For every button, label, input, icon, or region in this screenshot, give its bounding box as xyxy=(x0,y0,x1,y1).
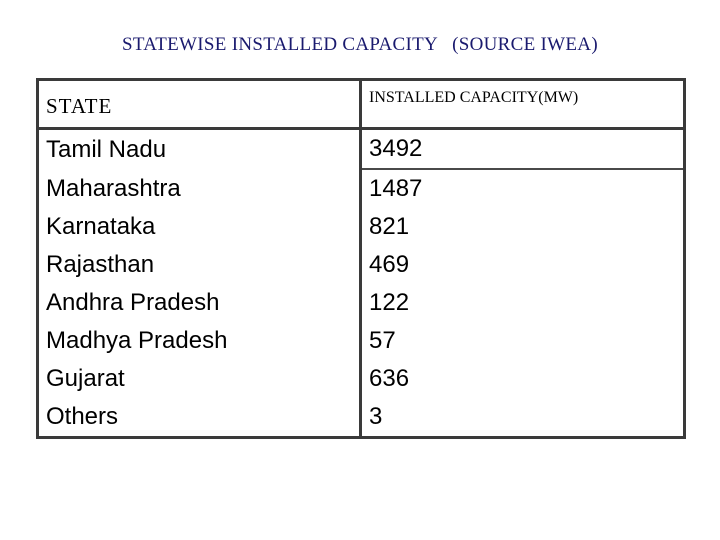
title-main: STATEWISE INSTALLED CAPACITY xyxy=(122,34,439,55)
table-row: Maharashtra 1487 xyxy=(37,168,685,208)
cell-state: Karnataka xyxy=(37,208,362,246)
page-title: STATEWISE INSTALLED CAPACITY (SOURCE IWEA… xyxy=(0,34,720,56)
table-body: Tamil Nadu 3492 Maharashtra 1487 Karnataka 82… xyxy=(37,128,685,438)
cell-state: Gujarat xyxy=(37,360,362,398)
cell-state: Rajasthan xyxy=(37,246,362,284)
cell-capacity: 57 xyxy=(369,327,396,354)
cell-capacity: 122 xyxy=(369,289,410,316)
table-row: Tamil Nadu 3492 xyxy=(37,128,685,169)
header-row: STATE INSTALLED CAPACITY(MW) xyxy=(37,79,685,130)
cell-state: Maharashtra xyxy=(37,169,362,208)
table-row: Rajasthan 469 xyxy=(37,246,685,284)
capacity-table: STATE INSTALLED CAPACITY(MW) Tamil Nadu 3… xyxy=(36,78,686,439)
cell-capacity: 469 xyxy=(369,251,410,278)
title-source: (SOURCE IWEA) xyxy=(452,34,598,55)
header-capacity: INSTALLED CAPACITY(MW) xyxy=(360,79,685,130)
table-row: Andhra Pradesh 122 xyxy=(37,284,685,322)
table-row: Others 3 xyxy=(37,398,685,438)
cell-capacity: 1487 xyxy=(360,168,685,208)
cell-state: Tamil Nadu xyxy=(37,128,362,169)
cell-capacity: 636 xyxy=(369,365,410,392)
cell-state: Madhya Pradesh xyxy=(37,322,362,360)
cell-capacity: 821 xyxy=(369,213,410,240)
header-state: STATE xyxy=(37,79,362,130)
table-header: STATE INSTALLED CAPACITY(MW) xyxy=(37,79,685,130)
table-row: Gujarat 636 xyxy=(37,360,685,398)
cell-state: Andhra Pradesh xyxy=(37,284,362,322)
cell-capacity: 3492 xyxy=(369,135,423,162)
table-row: Madhya Pradesh 57 xyxy=(37,322,685,360)
cell-state: Others xyxy=(37,398,362,438)
table-row: Karnataka 821 xyxy=(37,208,685,246)
cell-capacity: 3 xyxy=(369,403,383,430)
